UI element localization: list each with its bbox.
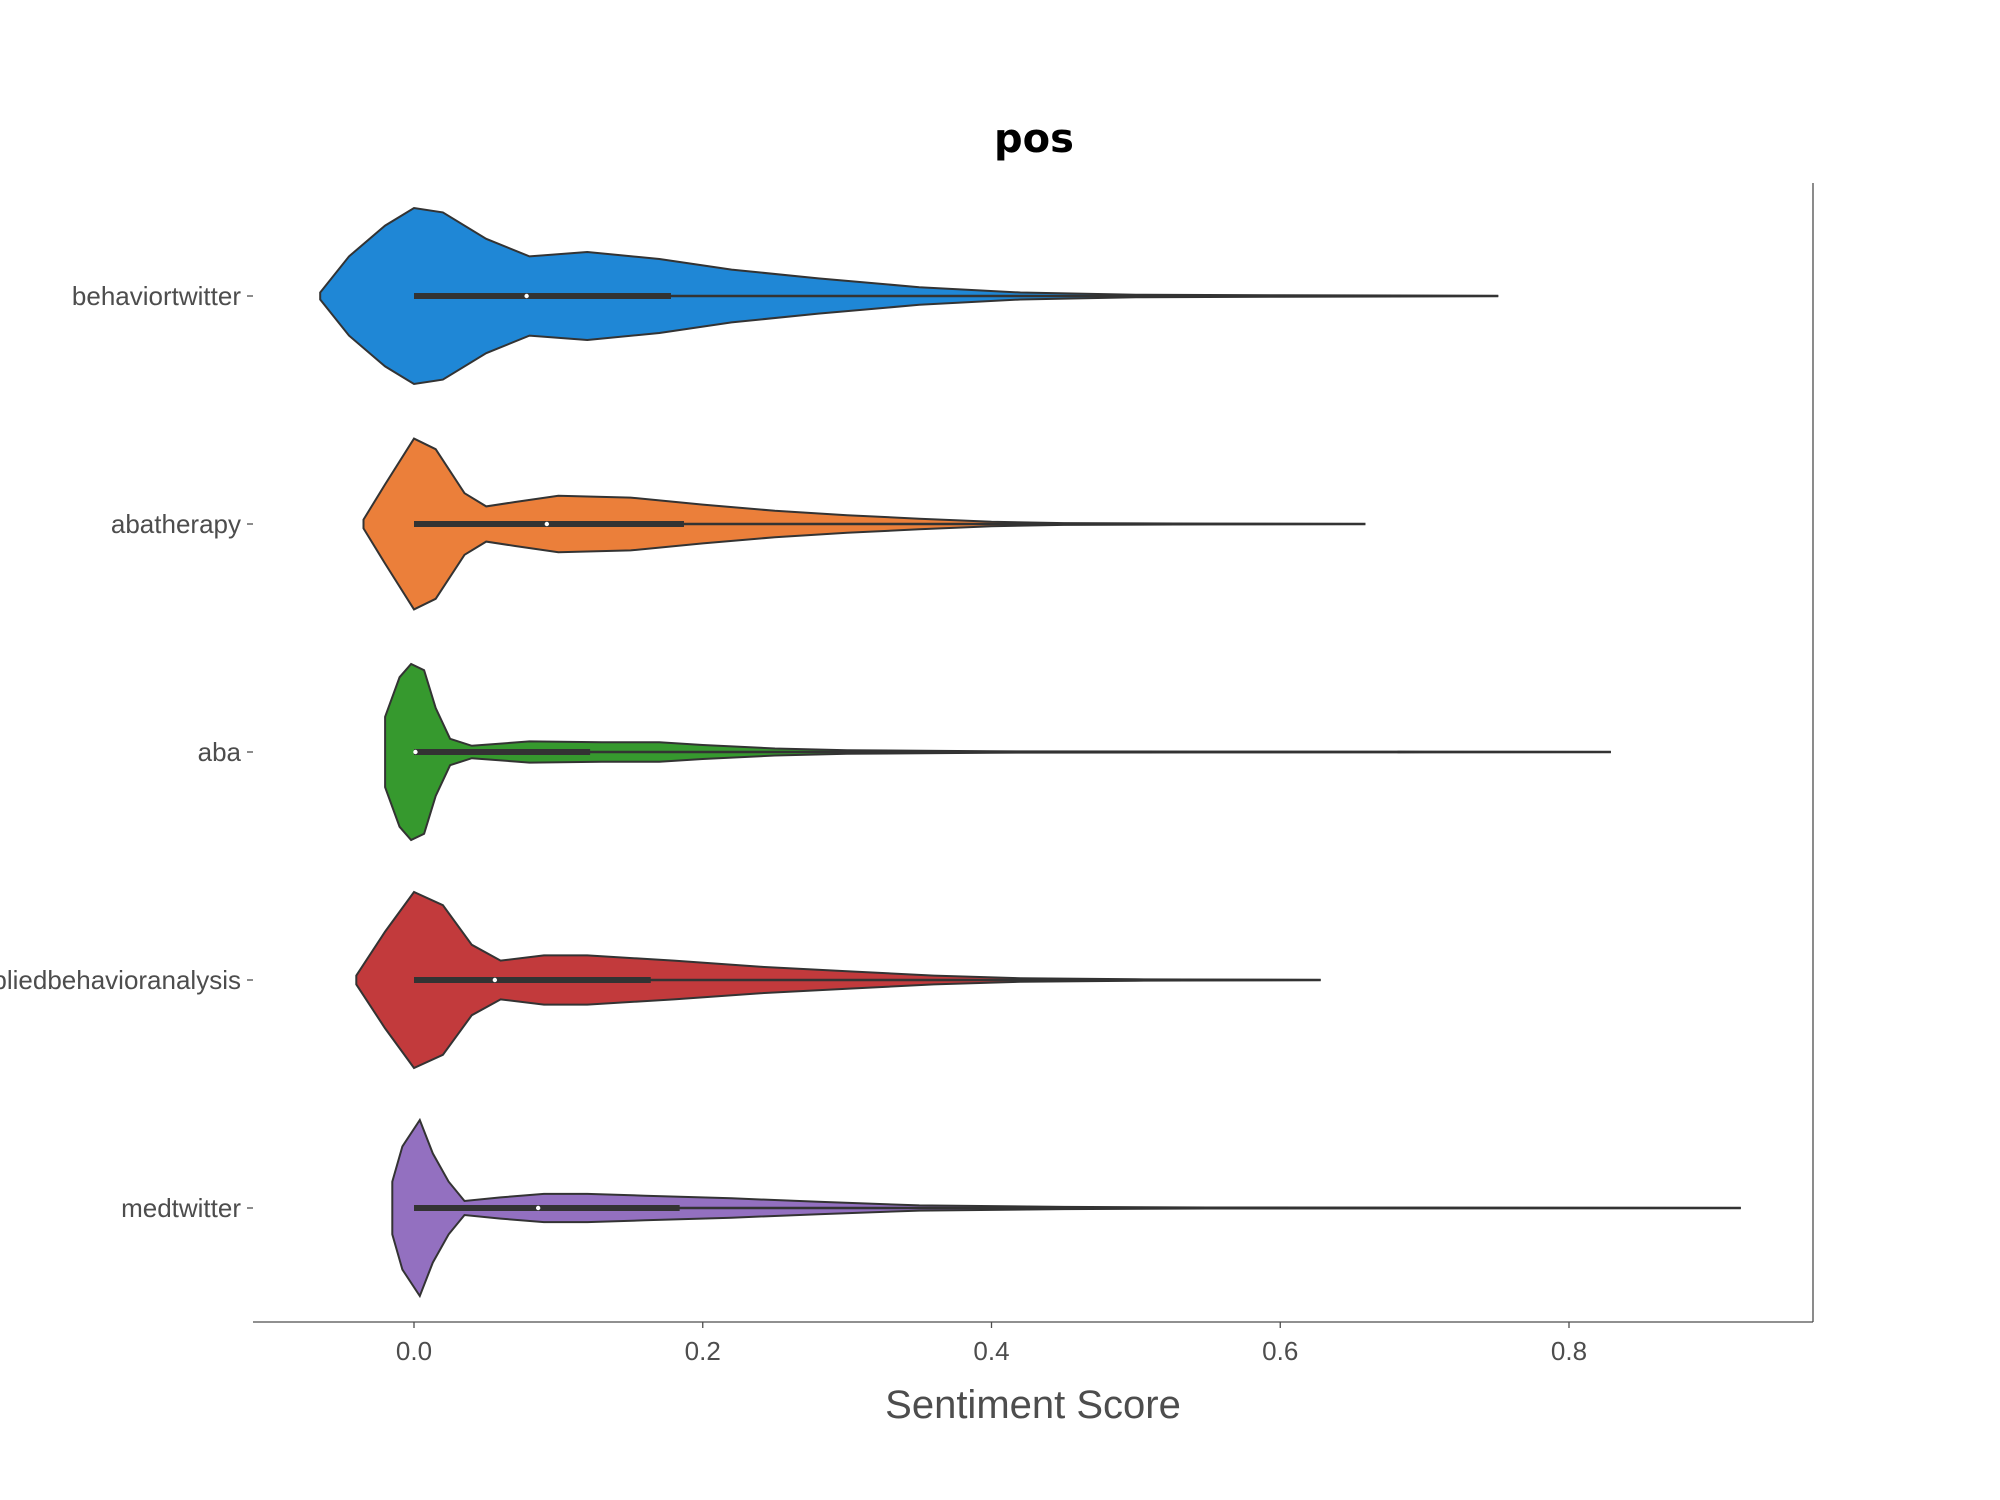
- y-tick-label: abatherapy: [111, 509, 241, 539]
- x-tick-label: 0.4: [973, 1336, 1009, 1366]
- chart-title: pos: [994, 116, 1074, 162]
- x-tick-label: 0.6: [1262, 1336, 1298, 1366]
- violin-median: [413, 749, 418, 755]
- violins-group: [319, 206, 1741, 1299]
- violin-median: [544, 521, 550, 527]
- y-tick-label: aba: [198, 737, 242, 767]
- x-tick-label: 0.0: [396, 1336, 432, 1366]
- violin-medtwitter: [391, 1117, 1741, 1299]
- y-ticks-group: behaviortwitter abatherapy aba appliedbehav…: [0, 281, 253, 1223]
- violin-median: [492, 977, 498, 983]
- violin-median: [535, 1205, 541, 1211]
- violin-appliedbehavioranalysis: [355, 890, 1321, 1070]
- violin-median: [524, 293, 529, 299]
- x-ticks-group: 0.0 0.2 0.4 0.6 0.8: [396, 1322, 1587, 1366]
- violin-behaviortwitter: [319, 206, 1499, 386]
- y-tick-label: medtwitter: [121, 1193, 241, 1223]
- x-tick-label: 0.2: [685, 1336, 721, 1366]
- violin-abatherapy: [362, 437, 1366, 611]
- violin-aba: [384, 662, 1611, 842]
- y-tick-label: appliedbehavioranalysis: [0, 965, 241, 995]
- x-axis-label: Sentiment Score: [885, 1383, 1181, 1427]
- x-tick-label: 0.8: [1551, 1336, 1587, 1366]
- y-tick-label: behaviortwitter: [72, 281, 241, 311]
